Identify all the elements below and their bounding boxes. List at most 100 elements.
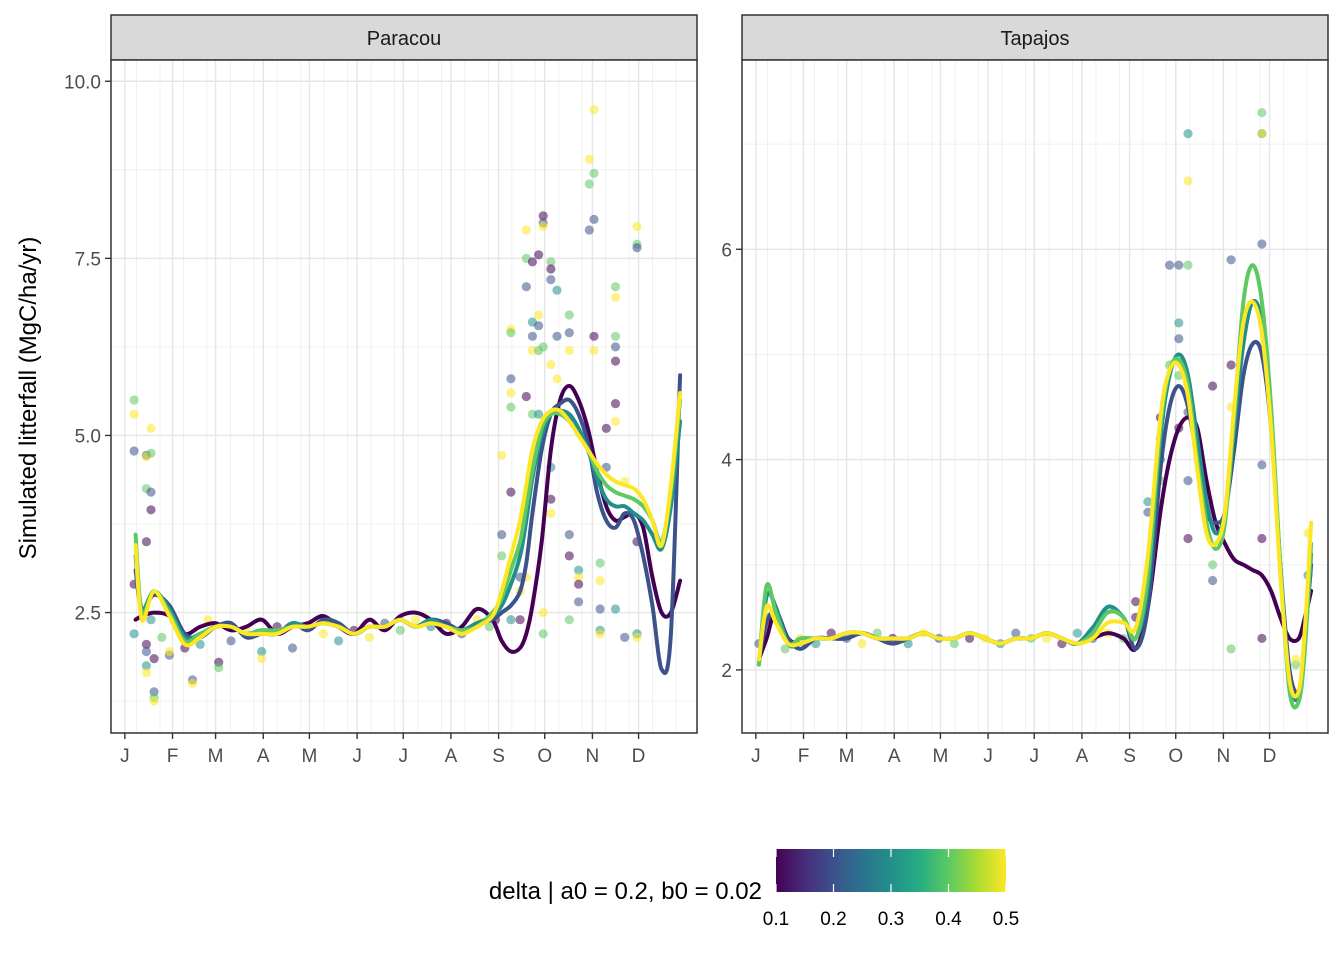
paracou-data-point (521, 225, 531, 235)
paracou-data-point (589, 345, 599, 356)
paracou-data-point (632, 221, 642, 232)
paracou-data-point (610, 416, 621, 426)
paracou-y-tick-label: 5.0 (75, 426, 101, 447)
tapajos-x-tick-label: A (1076, 746, 1089, 767)
paracou-x-tick-label: J (352, 746, 362, 767)
paracou-x-tick-label: J (120, 746, 130, 767)
paracou-data-point (157, 632, 167, 643)
paracou-data-point (187, 678, 198, 689)
paracou-panel-border (110, 59, 698, 734)
tapajos-data-point (1143, 497, 1153, 507)
tapajos-data-point (949, 639, 959, 649)
tapajos-data-point (1174, 260, 1184, 270)
paracou-data-point (506, 402, 516, 412)
paracou-data-point (620, 632, 630, 643)
tapajos-panel-border (741, 59, 1329, 734)
tapajos-x-tick-label: D (1263, 746, 1277, 767)
paracou-data-point (534, 321, 544, 331)
tapajos-data-point (1183, 260, 1193, 270)
paracou-data-point (538, 608, 548, 618)
tapajos-data-point (857, 639, 867, 649)
panel-tapajos: Tapajos 2 4 6 J F M A M J J A S O N D (721, 14, 1329, 767)
legend-ticks: 0.1 0.2 0.3 0.4 0.5 (763, 849, 1019, 930)
paracou-data-point (484, 622, 494, 632)
tapajos-strip-label: Tapajos (1001, 28, 1070, 50)
tapajos-data-point (1257, 239, 1267, 249)
paracou-data-point (595, 558, 605, 568)
paracou-data-point (564, 345, 574, 356)
paracou-y-tick-label: 10.0 (64, 72, 101, 93)
tapajos-y-axis: 2 4 6 (721, 240, 742, 682)
tapajos-data-point (1131, 597, 1141, 607)
paracou-data-point (214, 663, 224, 673)
legend-tick-label: 0.5 (993, 909, 1019, 930)
paracou-data-point (195, 639, 205, 650)
tapajos-data-point (1174, 318, 1184, 328)
paracou-data-point (318, 629, 328, 639)
paracou-data-point (564, 310, 574, 320)
tapajos-data-point (1291, 654, 1301, 665)
paracou-x-tick-label: F (167, 746, 179, 767)
tapajos-data-point (1183, 176, 1193, 186)
paracou-data-point (257, 654, 267, 664)
legend-tick-label: 0.3 (878, 909, 904, 930)
paracou-data-point (552, 331, 562, 341)
y-axis-title: Simulated litterfall (MgC/ha/yr) (15, 237, 42, 560)
paracou-data-point (534, 310, 544, 320)
legend-tick-label: 0.4 (935, 909, 962, 930)
paracou-x-tick-label: M (208, 746, 224, 767)
tapajos-series-lines (756, 263, 1314, 710)
paracou-data-point (141, 668, 151, 678)
paracou-data-point (497, 551, 507, 561)
tapajos-x-tick-label: M (839, 746, 855, 767)
paracou-x-tick-label: A (257, 746, 270, 767)
paracou-data-point (534, 409, 544, 419)
paracou-data-point (257, 646, 267, 657)
paracou-data-point (595, 629, 605, 639)
paracou-points (129, 105, 642, 706)
paracou-data-point (506, 374, 516, 384)
paracou-data-point (610, 356, 621, 366)
paracou-strip-label: Paracou (367, 28, 442, 50)
paracou-data-point (584, 225, 594, 235)
paracou-x-tick-label: N (586, 746, 600, 767)
paracou-data-point (506, 328, 516, 338)
paracou-data-point (589, 214, 599, 224)
paracou-data-point (574, 572, 584, 582)
paracou-data-point (164, 646, 174, 657)
paracou-data-point (564, 615, 574, 625)
tapajos-data-point (1257, 460, 1267, 470)
paracou-data-point (141, 537, 151, 547)
paracou-data-point (574, 565, 584, 575)
paracou-data-point (129, 446, 139, 456)
tapajos-data-point (780, 644, 790, 654)
paracou-data-point (610, 342, 621, 352)
paracou-data-point (632, 243, 642, 253)
legend-tick-label: 0.1 (763, 909, 789, 930)
paracou-x-tick-label: M (301, 746, 317, 767)
paracou-data-point (564, 551, 574, 561)
paracou-data-point (574, 579, 584, 589)
tapajos-data-point (1183, 533, 1193, 544)
tapajos-data-point (1174, 334, 1184, 344)
paracou-data-point (364, 632, 374, 643)
paracou-data-point (521, 282, 531, 292)
tapajos-y-tick-label: 2 (721, 661, 732, 682)
tapajos-x-tick-label: A (888, 746, 901, 767)
paracou-data-point (595, 576, 605, 586)
paracou-data-point (521, 391, 531, 402)
paracou-data-point (632, 632, 642, 643)
tapajos-strip (741, 14, 1329, 61)
paracou-data-point (564, 530, 574, 540)
tapajos-x-tick-label: J (751, 746, 761, 767)
tapajos-data-point (1165, 260, 1175, 270)
paracou-data-point (146, 423, 156, 433)
paracou-data-point (546, 494, 556, 504)
paracou-data-point (610, 604, 621, 614)
tapajos-data-point (1257, 533, 1267, 544)
paracou-y-axis: 2.5 5.0 7.5 10.0 (64, 72, 111, 625)
tapajos-x-tick-label: J (983, 746, 993, 767)
tapajos-data-point (1257, 633, 1267, 644)
tapajos-data-point (1226, 644, 1236, 654)
